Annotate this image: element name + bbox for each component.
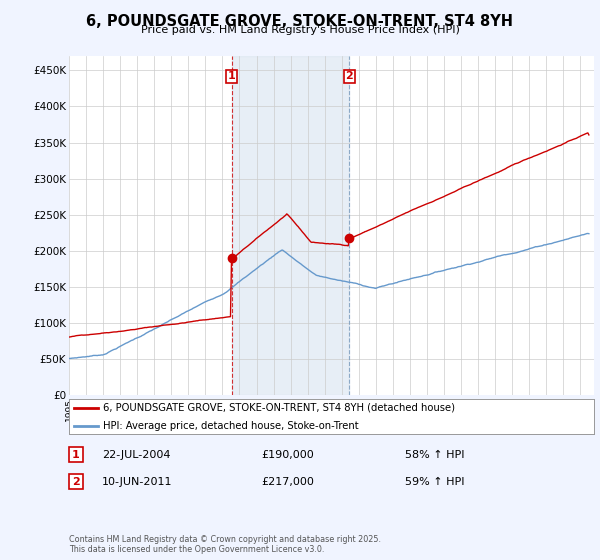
Text: £190,000: £190,000 [261, 450, 314, 460]
Text: 6, POUNDSGATE GROVE, STOKE-ON-TRENT, ST4 8YH (detached house): 6, POUNDSGATE GROVE, STOKE-ON-TRENT, ST4… [103, 403, 455, 413]
Text: 2: 2 [72, 477, 80, 487]
Text: 10-JUN-2011: 10-JUN-2011 [102, 477, 173, 487]
Text: 2: 2 [346, 71, 353, 81]
Text: 22-JUL-2004: 22-JUL-2004 [102, 450, 170, 460]
Text: £217,000: £217,000 [261, 477, 314, 487]
Text: Contains HM Land Registry data © Crown copyright and database right 2025.
This d: Contains HM Land Registry data © Crown c… [69, 535, 381, 554]
Text: HPI: Average price, detached house, Stoke-on-Trent: HPI: Average price, detached house, Stok… [103, 421, 359, 431]
Text: 1: 1 [228, 71, 236, 81]
Text: 58% ↑ HPI: 58% ↑ HPI [405, 450, 464, 460]
Text: Price paid vs. HM Land Registry's House Price Index (HPI): Price paid vs. HM Land Registry's House … [140, 25, 460, 35]
Text: 1: 1 [72, 450, 80, 460]
Text: 6, POUNDSGATE GROVE, STOKE-ON-TRENT, ST4 8YH: 6, POUNDSGATE GROVE, STOKE-ON-TRENT, ST4… [86, 14, 514, 29]
Bar [232, 56, 349, 395]
Text: 59% ↑ HPI: 59% ↑ HPI [405, 477, 464, 487]
